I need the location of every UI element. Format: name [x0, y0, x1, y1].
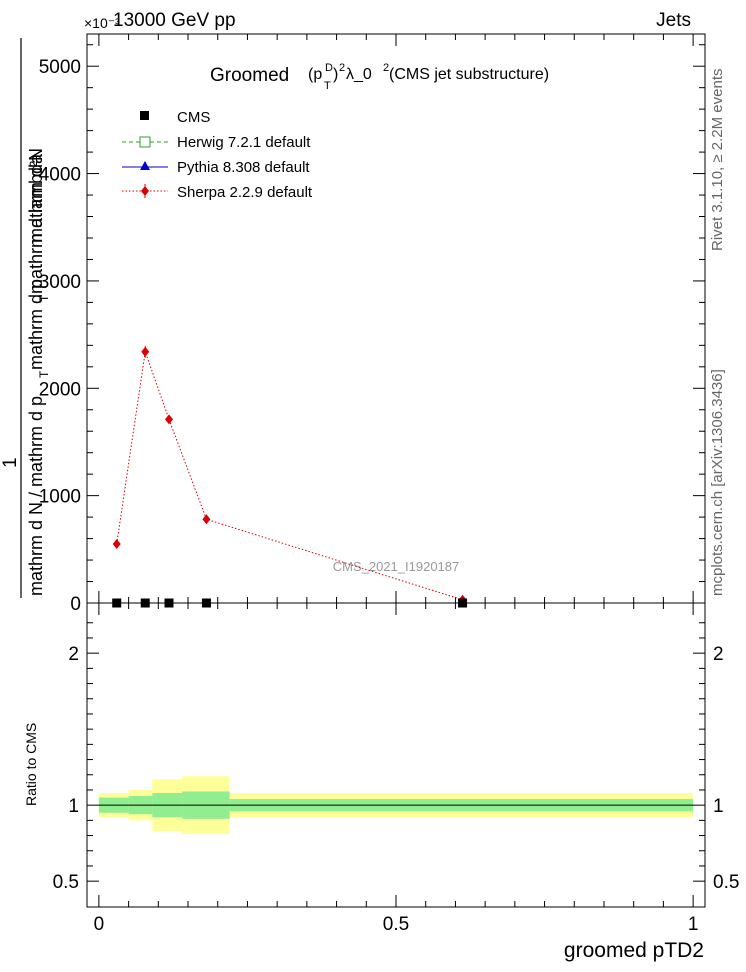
ratio-y-ticks: 0.5 0.5 1 1 2 2: [53, 622, 739, 893]
chart-title: Groomed (p D T ) 2 λ_0 2 (CMS jet substr…: [210, 62, 549, 92]
sherpa-point: [112, 538, 121, 549]
title-sub-t: T: [324, 80, 331, 92]
ylabel-line-a: mathrm d N / mathrm d p: [26, 396, 46, 596]
sherpa-line: [116, 351, 463, 601]
x-tick-label: 0: [94, 914, 105, 935]
ratio-frame: [86, 602, 706, 908]
legend-item-herwig: Herwig 7.2.1 default: [122, 134, 311, 151]
sherpa-point: [202, 514, 211, 525]
ratio-y-tick-label-right: 2: [713, 644, 724, 665]
rivet-label: Rivet 3.1.10, ≥ 2.2M events: [709, 69, 726, 252]
title-close: ): [333, 66, 338, 83]
energy-label: 13000 GeV pp: [113, 10, 236, 31]
ratio-y-tick-label: 2: [68, 644, 79, 665]
legend-label-sherpa: Sherpa 2.2.9 default: [177, 184, 313, 201]
title-sup-d: D: [325, 62, 333, 74]
y-tick-label: 2000: [39, 379, 81, 400]
legend: CMS Herwig 7.2.1 default Pythia 8.308 de…: [122, 109, 313, 201]
ylabel-line-c: mathrm d lambda: [26, 153, 46, 294]
title-p: (p: [308, 66, 322, 83]
process-label: Jets: [656, 10, 691, 31]
analysis-tag: CMS_2021_I1920187: [333, 559, 460, 574]
title-prefix: Groomed: [210, 65, 289, 86]
title-suffix: (CMS jet substructure): [389, 66, 549, 83]
y-tick-label: 5000: [39, 57, 81, 78]
ratio-panel: 0.5 0.51 12 2 0 0.5 1 Ratio to CMS groomed pT…: [23, 602, 739, 962]
ylabel-sub-a: T: [37, 370, 51, 378]
ratio-bands: [98, 776, 694, 835]
ylabel-line-b: mathrm d p: [26, 279, 46, 370]
x-tick-label: 1: [688, 914, 699, 935]
ylabel-sub-b: T: [37, 294, 51, 302]
mcplots-label: mcplots.cern.ch [arXiv:1306.3436]: [709, 369, 726, 596]
legend-marker-pythia: [140, 161, 150, 170]
y-tick-label: 4000: [39, 165, 81, 186]
main-y-ticks: 0 1000 2000 3000 4000 5000: [39, 34, 705, 615]
ratio-y-tick-label: 1: [68, 796, 79, 817]
ratio-y-tick-label: 0.5: [53, 872, 79, 893]
sherpa-point: [165, 414, 174, 425]
title-lambda: λ_0: [346, 66, 372, 83]
legend-item-cms: CMS: [140, 109, 210, 126]
y-tick-label: 3000: [39, 272, 81, 293]
sherpa-point: [141, 346, 150, 357]
legend-item-sherpa: Sherpa 2.2.9 default: [122, 184, 313, 201]
legend-label-herwig: Herwig 7.2.1 default: [177, 134, 311, 151]
x-axis-label: groomed pTD2: [564, 939, 704, 962]
ratio-y-tick-label-right: 0.5: [713, 872, 739, 893]
legend-marker-sherpa: [141, 186, 149, 196]
legend-label-cms: CMS: [177, 109, 210, 126]
legend-label-pythia: Pythia 8.308 default: [177, 159, 310, 176]
x-tick-label: 0.5: [383, 914, 409, 935]
legend-marker-cms: [140, 111, 149, 120]
ylabel-numerator: 1: [0, 457, 21, 468]
legend-marker-herwig: [139, 136, 151, 148]
axis-exponent-label: ×10⁻³: [84, 15, 120, 31]
y-tick-label: 0: [70, 594, 81, 615]
ratio-y-label: Ratio to CMS: [23, 723, 39, 806]
main-y-axis-label: 1 mathrm d²N mathrm d N / mathrm d p T m…: [0, 38, 51, 598]
ratio-y-tick-label-right: 1: [713, 796, 724, 817]
title-sup-2a: 2: [339, 62, 345, 74]
ylabel-numerator-line2: mathrm d²N: [26, 148, 46, 243]
legend-item-pythia: Pythia 8.308 default: [122, 159, 310, 176]
title-sup-2b: 2: [383, 62, 389, 74]
ratio-x-ticks: 0 0.5 1: [94, 603, 699, 935]
y-tick-label: 1000: [39, 487, 81, 508]
